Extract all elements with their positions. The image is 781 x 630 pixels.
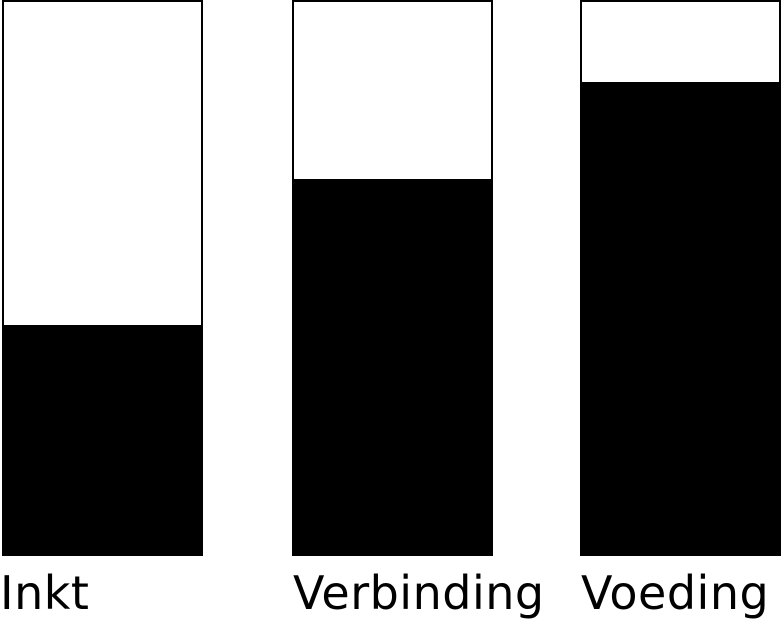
ink-label: Inkt <box>0 566 90 620</box>
ink-level-fill <box>4 324 201 554</box>
ink-level-gauge <box>2 0 203 556</box>
connection-level-gauge <box>292 0 493 556</box>
power-label: Voeding <box>581 566 770 620</box>
power-level-fill <box>582 82 779 554</box>
connection-level-fill <box>294 178 491 554</box>
power-level-gauge <box>580 0 781 556</box>
connection-label: Verbinding <box>293 566 545 620</box>
